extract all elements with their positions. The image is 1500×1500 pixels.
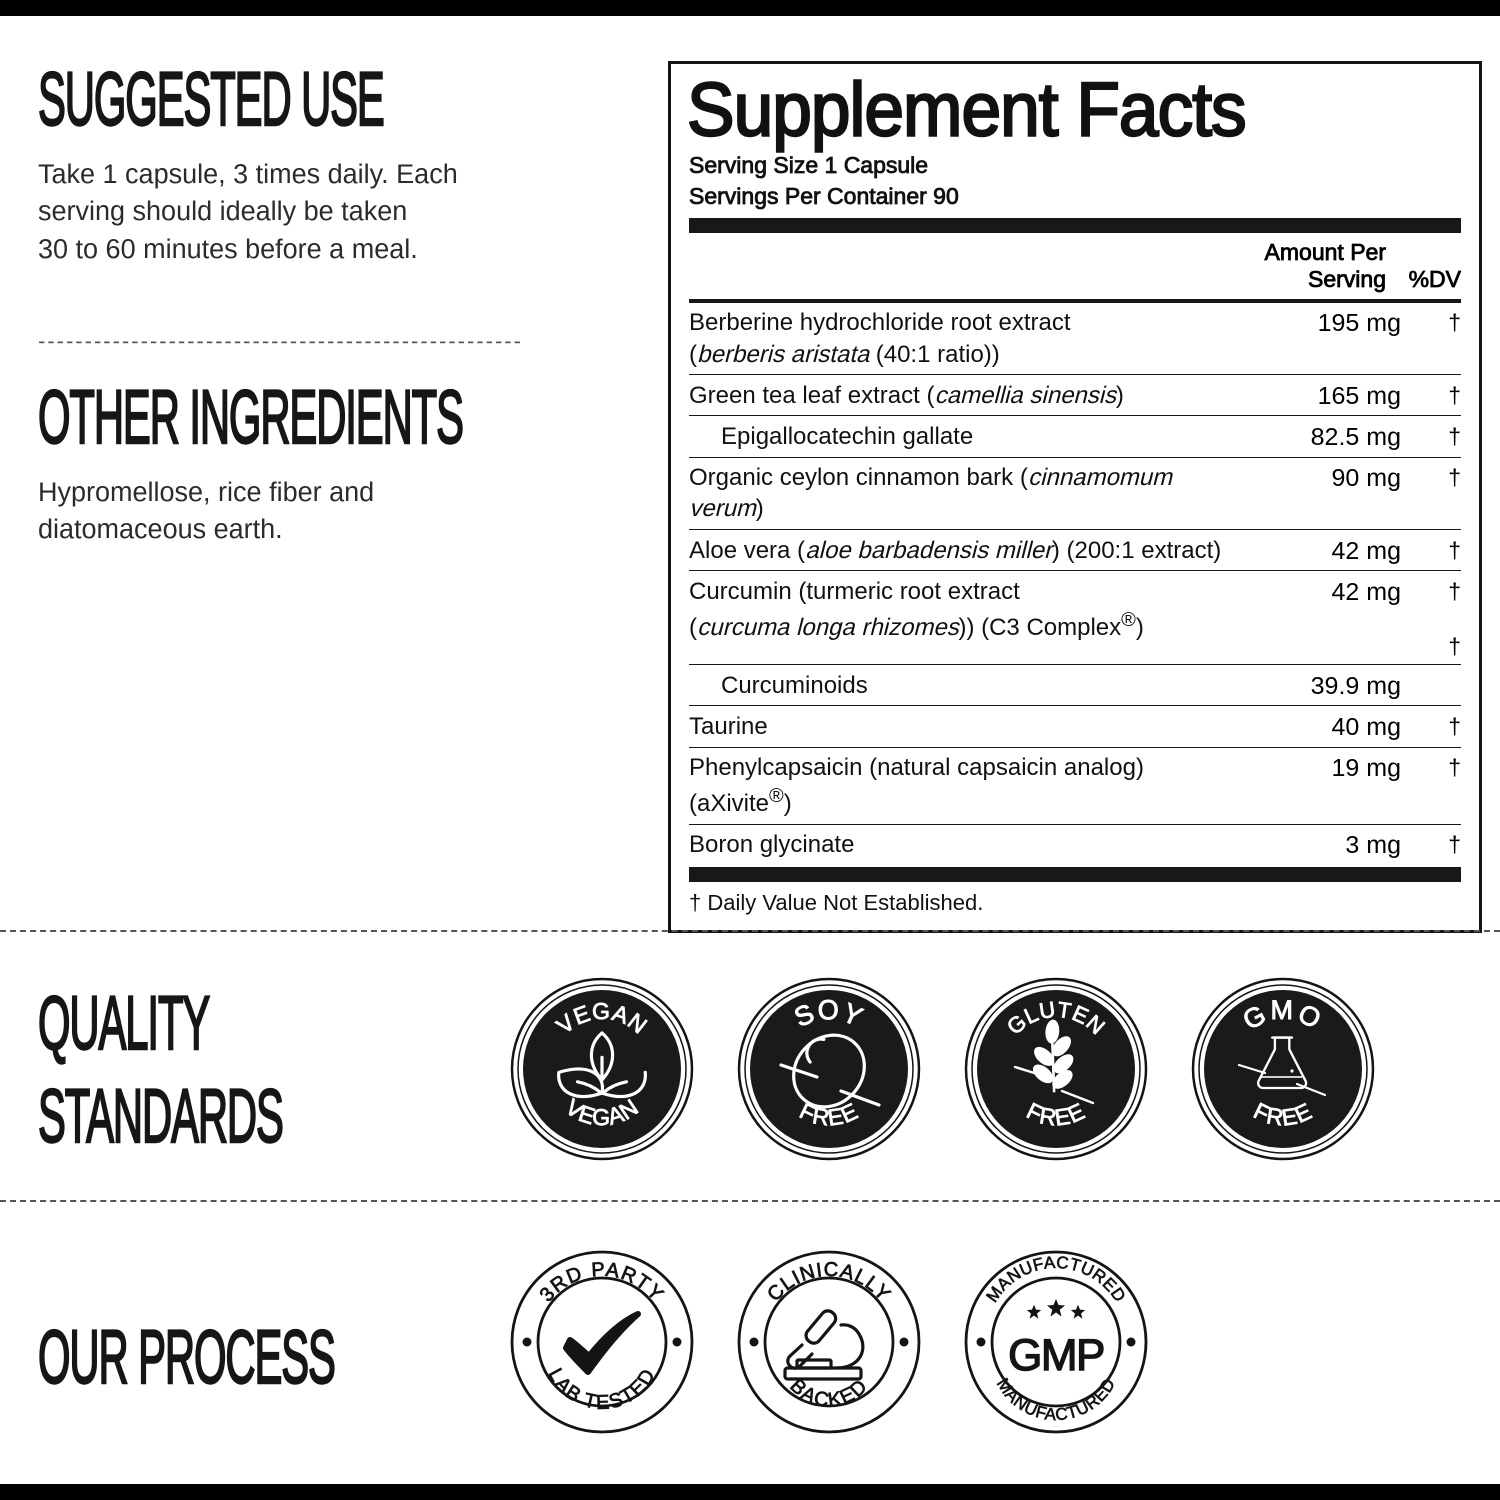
svg-text:LAB TESTED: LAB TESTED xyxy=(544,1365,661,1414)
svg-text:MANUFACTURED: MANUFACTURED xyxy=(993,1375,1119,1424)
svg-text:GMP: GMP xyxy=(1008,1331,1104,1380)
